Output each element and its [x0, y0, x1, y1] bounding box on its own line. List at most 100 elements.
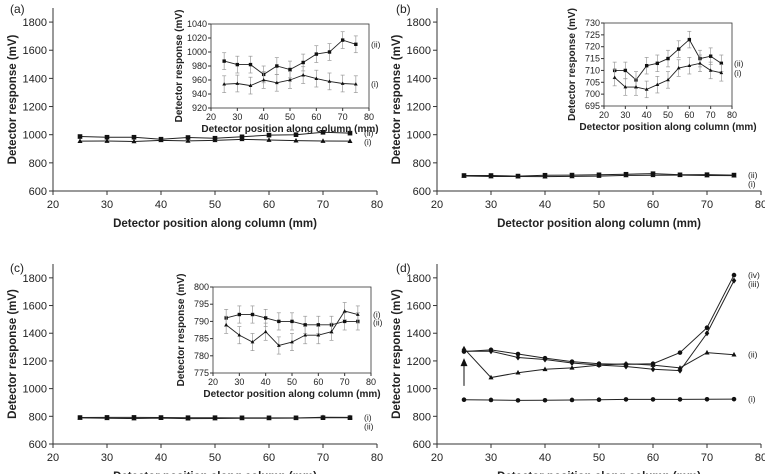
data-point: [461, 345, 467, 351]
panel-label: (a): [10, 2, 25, 16]
inset-data-point: [612, 75, 617, 79]
inset-data-point: [237, 333, 242, 337]
inset-x-axis-title: Detector position along column (mm): [201, 124, 378, 135]
x-tick-label: 30: [101, 452, 113, 464]
inset-data-point: [687, 37, 692, 42]
data-point: [677, 172, 683, 177]
series-label: (ii): [364, 421, 374, 431]
panel-4: (d) 600 800 1000 1200 1400 1600 1800 20 30 40 50 60 7…: [391, 261, 765, 474]
panel-2: (b) 600 800 1000 1200 1400 1600 1800 20 30 40 50 60 7…: [391, 2, 765, 230]
data-point: [347, 130, 353, 136]
inset-y-tick-label: 775: [194, 368, 209, 378]
inset-x-tick-label: 30: [232, 112, 242, 122]
data-point: [347, 414, 353, 420]
x-tick-label: 40: [539, 199, 551, 211]
inset-y-tick-label: 800: [194, 282, 209, 292]
inset-x-axis-title: Detector position along column (mm): [579, 122, 756, 133]
y-axis-title: Detector response (mV): [391, 289, 403, 419]
y-tick-label: 1200: [407, 102, 431, 114]
data-point: [569, 365, 575, 370]
inset-y-tick-label: 795: [194, 299, 209, 309]
y-tick-label: 1600: [407, 45, 431, 57]
data-point: [623, 360, 629, 366]
data-point: [731, 396, 737, 402]
inset-series-1: [222, 66, 358, 95]
inset-x-tick-label: 30: [234, 377, 244, 387]
x-tick-label: 80: [755, 199, 765, 211]
inset-data-point: [316, 333, 321, 337]
series-line: [464, 280, 735, 372]
inset-data-point: [719, 61, 724, 66]
inset-x-tick-label: 20: [206, 112, 216, 122]
data-point: [185, 138, 191, 143]
y-tick-label: 1000: [23, 384, 47, 396]
data-point: [650, 172, 656, 178]
inset-x-tick-label: 50: [285, 112, 295, 122]
data-point: [77, 138, 83, 144]
data-point: [542, 356, 548, 363]
data-point: [569, 360, 575, 366]
data-point: [320, 138, 326, 143]
y-tick-label: 1400: [23, 73, 47, 85]
data-point: [704, 172, 710, 178]
inset-x-tick-label: 40: [259, 112, 269, 122]
data-point: [488, 397, 494, 403]
data-point: [488, 374, 494, 380]
x-axis-title: Detector position along column (mm): [113, 471, 317, 474]
data-point: [731, 172, 737, 178]
y-tick-label: 1400: [23, 328, 47, 340]
data-point: [731, 277, 737, 284]
x-tick-label: 50: [593, 452, 605, 464]
inset-data-point: [355, 312, 360, 316]
data-point: [239, 415, 245, 421]
y-tick-label: 1000: [407, 130, 431, 142]
y-tick-label: 1800: [407, 273, 431, 285]
x-tick-label: 40: [155, 452, 167, 464]
data-point: [623, 363, 629, 370]
inset-data-point: [719, 70, 724, 75]
y-tick-label: 800: [413, 158, 431, 170]
inset-y-tick-label: 960: [192, 75, 207, 85]
inset-data-point: [314, 76, 319, 80]
y-tick-label: 1800: [23, 273, 47, 285]
x-tick-label: 50: [209, 199, 221, 211]
y-tick-label: 1400: [407, 328, 431, 340]
inset-data-point: [275, 64, 279, 68]
data-point: [320, 414, 326, 420]
data-point: [596, 362, 602, 367]
x-tick-label: 30: [485, 452, 497, 464]
inset-data-point: [250, 340, 255, 344]
inset-data-point: [222, 59, 226, 63]
inset-data-point: [666, 77, 670, 82]
inset-data-point: [235, 81, 240, 85]
data-point: [104, 138, 110, 143]
y-tick-label: 600: [29, 186, 47, 198]
inset-x-tick-label: 80: [366, 377, 376, 387]
inset-x-tick-label: 50: [287, 377, 297, 387]
data-point: [347, 138, 353, 144]
inset-y-tick-label: 1000: [187, 47, 207, 57]
inset-x-tick-label: 80: [727, 110, 737, 120]
y-tick-label: 1200: [23, 102, 47, 114]
inset-data-point: [263, 316, 268, 320]
inset-series-label: (ii): [373, 318, 383, 328]
inset-y-axis-title: Detector response (mV): [176, 274, 187, 387]
series-label: (i): [748, 179, 756, 189]
inset-data-point: [237, 312, 242, 317]
inset-data-point: [353, 82, 358, 86]
inset-x-tick-label: 40: [642, 110, 652, 120]
inset-data-point: [698, 61, 702, 65]
inset-y-axis-title: Detector response (mV): [174, 10, 185, 123]
data-point: [77, 134, 83, 139]
inset-y-tick-label: 920: [192, 103, 207, 113]
x-tick-label: 70: [317, 452, 329, 464]
inset-data-point: [329, 329, 334, 334]
panel-label: (d): [396, 261, 411, 275]
inset-data-point: [276, 343, 281, 347]
inset-data-point: [327, 50, 332, 54]
inset-y-tick-label: 1040: [187, 19, 207, 29]
inset-data-point: [303, 333, 308, 337]
inset-series-1: [224, 302, 360, 355]
